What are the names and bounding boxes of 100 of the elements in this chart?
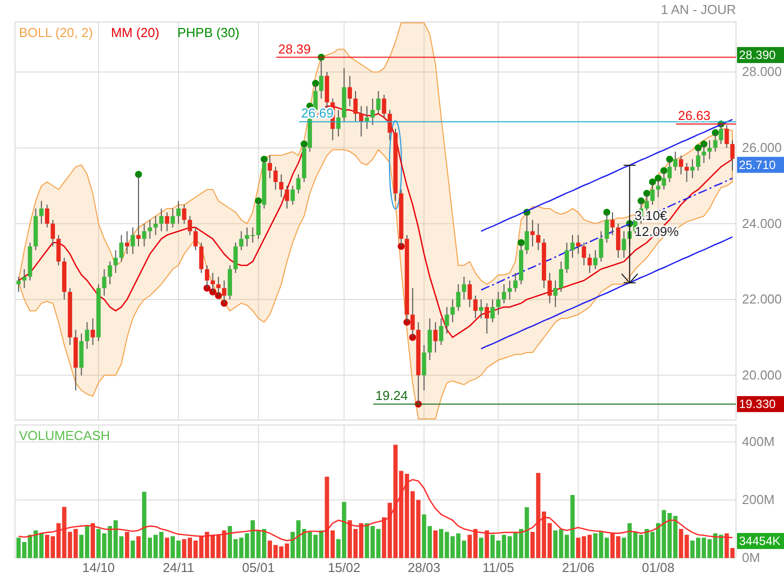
candlestick (188, 216, 192, 236)
text: 34454K (739, 534, 780, 548)
candlestick (50, 219, 55, 247)
candlestick (268, 154, 272, 179)
candlestick (130, 226, 135, 254)
candlestick (548, 272, 552, 304)
bar (164, 538, 170, 558)
y-tick-label: 25.710 (739, 158, 776, 172)
candlestick (119, 234, 124, 262)
bar (130, 540, 135, 558)
candlestick (553, 280, 558, 308)
text: PHPB (30) (177, 25, 240, 40)
candlestick (536, 223, 540, 251)
candlestick (473, 295, 478, 319)
candlestick (193, 226, 198, 251)
candlestick (490, 298, 495, 323)
candlestick (388, 109, 392, 141)
candlestick (284, 185, 290, 209)
y-tick-label: 200M (742, 492, 775, 508)
bar (484, 530, 490, 558)
candlestick (439, 318, 444, 346)
candlestick (273, 166, 278, 190)
point (214, 292, 222, 300)
candlestick (348, 75, 352, 107)
y-tick-label: 24.000 (742, 216, 782, 231)
candlestick (588, 253, 592, 274)
candlestick (576, 234, 580, 254)
candlestick (433, 322, 438, 354)
point (700, 140, 708, 148)
candlestick (428, 318, 432, 361)
candlestick (142, 223, 146, 247)
candlestick (182, 204, 186, 224)
bar (136, 536, 141, 558)
candlestick (462, 276, 466, 300)
candlestick (598, 230, 604, 262)
y-tick-label: 20.000 (742, 367, 782, 382)
candlestick (622, 230, 626, 258)
point (300, 140, 308, 148)
candlestick (296, 174, 301, 194)
bar (124, 532, 130, 558)
candlestick (359, 106, 364, 137)
candlestick (479, 298, 484, 319)
candlestick (484, 302, 490, 334)
candlestick (170, 208, 175, 228)
candlestick (164, 212, 170, 232)
candlestick (233, 242, 238, 274)
candlestick (176, 200, 181, 224)
candlestick (279, 174, 284, 198)
bar (90, 523, 95, 558)
candlestick (370, 98, 375, 126)
y-tick-label: 28.390 (739, 48, 776, 62)
point (204, 284, 211, 292)
candlestick (730, 140, 735, 172)
candlestick (570, 234, 575, 258)
bar (479, 538, 484, 558)
candlestick (616, 223, 620, 258)
x-tick-label: 14/10 (82, 560, 115, 576)
candlestick (290, 185, 295, 206)
line-series (480, 178, 734, 291)
ref-line-label: 28.39 (278, 41, 311, 56)
chart-title: VOLUMECASH (19, 428, 110, 443)
candlestick (153, 216, 158, 236)
candlestick (376, 90, 380, 114)
y-tick-label: 22.000 (742, 292, 782, 307)
x-tick-label: 05/01 (242, 560, 275, 576)
candlestick (450, 298, 455, 323)
candlestick (468, 280, 472, 308)
point (254, 197, 262, 204)
candlestick (564, 242, 569, 274)
candlestick (382, 94, 386, 118)
candlestick (610, 212, 615, 236)
point (660, 167, 668, 174)
point (518, 239, 525, 246)
point (312, 80, 320, 87)
candlestick (502, 284, 506, 304)
candlestick (56, 234, 61, 266)
x-tick-label: 28/03 (408, 560, 440, 576)
ref-line-label: 19.24 (375, 388, 408, 404)
candlestick (102, 268, 106, 296)
candlestick (39, 200, 44, 224)
candlestick (508, 280, 512, 300)
y-tick-label: 28.000 (742, 64, 782, 80)
point (638, 197, 645, 204)
y-tick-label: 0M (742, 550, 760, 566)
candlestick (199, 242, 204, 274)
candlestick (336, 109, 341, 137)
text: MM (20) (110, 25, 160, 40)
candlestick (724, 124, 729, 148)
x-tick-label: 24/11 (162, 560, 194, 576)
candlestick (444, 306, 450, 334)
text: 19.330 (739, 397, 776, 412)
bar (433, 530, 438, 558)
candlestick (16, 276, 21, 292)
candlestick (84, 322, 90, 350)
candlestick (22, 268, 26, 289)
point (409, 334, 416, 341)
candlestick (159, 208, 164, 232)
candlestick (678, 154, 684, 175)
point (648, 178, 656, 186)
x-tick-label: 15/02 (328, 560, 360, 576)
